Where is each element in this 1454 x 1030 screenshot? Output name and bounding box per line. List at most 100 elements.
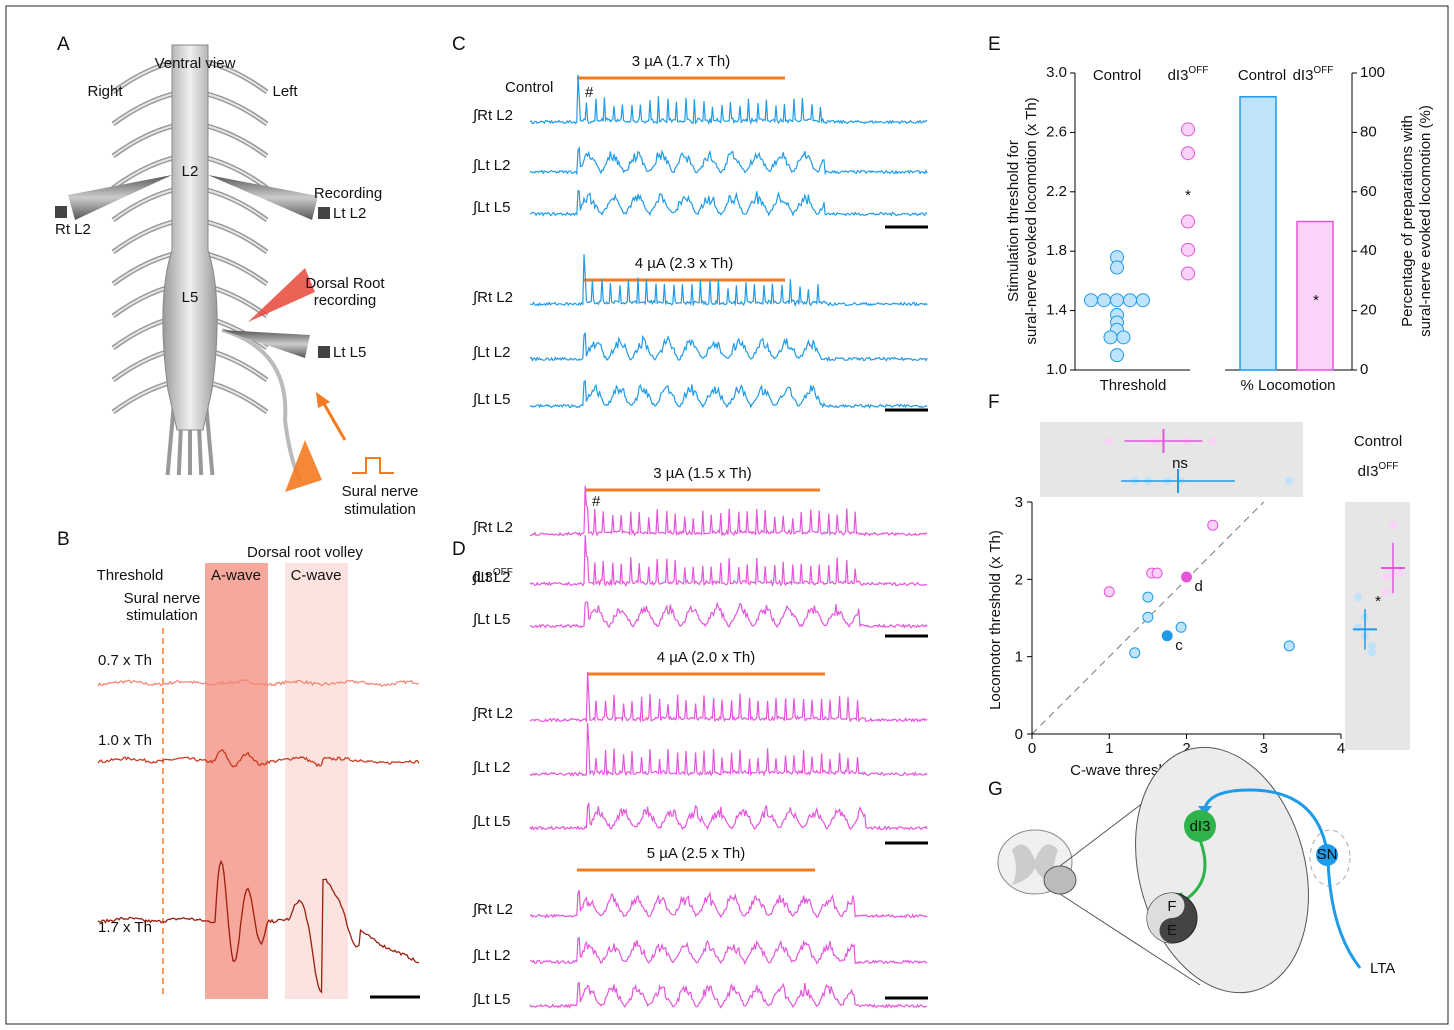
y-tick-label: 20 — [1360, 302, 1377, 319]
root — [112, 221, 174, 253]
panel-label: F — [988, 392, 1000, 413]
label: Dorsal root volley — [247, 544, 363, 561]
trace-label: ∫Rt L2 — [472, 289, 513, 306]
x-tick-label: 4 — [1337, 740, 1345, 757]
label: Ventral view — [155, 55, 236, 72]
c-wave-region — [285, 563, 348, 999]
x-tick-label: 0 — [1028, 740, 1036, 757]
ephys-trace — [529, 189, 928, 217]
group-label: Control — [505, 79, 553, 96]
y-axis-label: sural-nerve evoked locomotion (x Th) — [1023, 97, 1040, 344]
y-tick-label: 1.4 — [1046, 302, 1067, 319]
trace-label: ∫Lt L2 — [472, 759, 510, 776]
trace-label: ∫Lt L5 — [472, 991, 510, 1008]
nerve — [221, 328, 302, 481]
label: Threshold — [97, 567, 164, 584]
label: 3 µA (1.7 x Th) — [632, 53, 730, 70]
inset-point — [1382, 587, 1390, 596]
label: Recording — [314, 185, 382, 202]
root — [206, 251, 269, 287]
label: Dorsal Root — [305, 275, 385, 292]
disk-icon — [318, 346, 330, 358]
point — [1181, 214, 1195, 229]
point — [1129, 647, 1141, 659]
ephys-trace — [529, 254, 928, 308]
panel-label: C — [452, 34, 466, 55]
x-axis-label: Threshold — [1100, 377, 1167, 394]
dI3-axon — [1184, 839, 1207, 902]
x-axis-label: % Locomotion — [1240, 377, 1335, 394]
ephys-trace — [529, 889, 928, 919]
significance: * — [1185, 187, 1191, 204]
label: 3 µA (1.5 x Th) — [653, 465, 751, 482]
significance: * — [1375, 593, 1381, 610]
y-tick-label: 80 — [1360, 123, 1377, 140]
node-label: LTA — [1370, 960, 1395, 977]
label: stimulation — [126, 607, 198, 624]
trace-label: ∫Lt L2 — [472, 947, 510, 964]
node-label: E — [1167, 922, 1177, 939]
y-tick-label: 2.2 — [1046, 183, 1067, 200]
ephys-trace — [529, 332, 928, 362]
marker: # — [592, 493, 601, 510]
label: Left — [272, 83, 298, 100]
volley-trace — [97, 679, 420, 688]
label-sup: OFF — [1188, 65, 1208, 76]
afferent — [1203, 788, 1362, 969]
marker: # — [585, 84, 594, 101]
ephys-trace — [529, 802, 928, 831]
label: 1.0 x Th — [98, 732, 152, 749]
y-tick-label: 3.0 — [1046, 64, 1067, 81]
zoom-source — [1043, 865, 1077, 895]
panel-label: G — [988, 779, 1003, 800]
significance: * — [1313, 292, 1319, 309]
ephys-trace — [529, 485, 928, 537]
trace-label: ∫Lt L5 — [472, 813, 510, 830]
root — [112, 93, 174, 125]
group-label: dI3OFF — [472, 567, 513, 586]
arrowhead — [316, 392, 330, 408]
trace-label: ∫Lt L2 — [472, 569, 510, 586]
trace-label: ∫Lt L5 — [472, 199, 510, 216]
inset-point — [1389, 521, 1397, 530]
point — [1123, 293, 1137, 308]
label: 1.7 x Th — [98, 919, 152, 936]
root — [206, 61, 268, 93]
root — [112, 189, 174, 221]
point — [1207, 519, 1219, 531]
root — [206, 93, 268, 125]
ephys-trace — [529, 981, 928, 1009]
ephys-trace — [529, 936, 928, 965]
root — [112, 157, 174, 189]
label: L5 — [182, 289, 199, 306]
identity-line — [1031, 501, 1265, 735]
cord — [162, 44, 218, 431]
y-tick-label: 1 — [1015, 649, 1023, 666]
root — [206, 379, 269, 415]
y-axis-label: sural-nerve evoked locomotion (%) — [1417, 105, 1434, 337]
root — [206, 253, 268, 285]
label: 5 µA (2.5 x Th) — [647, 845, 745, 862]
label: Rt L2 — [55, 221, 91, 238]
node-label: F — [1167, 898, 1176, 915]
y-axis-label: Stimulation threshold for — [1005, 140, 1022, 302]
label-sup: OFF — [1378, 461, 1398, 472]
panel-label: B — [57, 529, 70, 550]
trace-label: ∫Rt L2 — [472, 107, 513, 124]
trace-label: ∫Rt L2 — [472, 705, 513, 722]
zoom-line — [1059, 893, 1201, 986]
point — [1161, 630, 1173, 642]
point — [1103, 330, 1118, 345]
dI3-soma — [1184, 810, 1216, 842]
y-tick-label: 0 — [1360, 361, 1368, 378]
label: A-wave — [211, 567, 261, 584]
label-main: dI3 — [1293, 67, 1314, 84]
legend-label: Control — [1238, 67, 1286, 84]
inset-point — [1368, 641, 1376, 650]
bar — [1239, 96, 1277, 371]
inset-point — [1396, 569, 1404, 578]
node-label: SN — [1317, 846, 1338, 863]
root — [112, 253, 174, 285]
point-label: c — [1175, 637, 1183, 654]
